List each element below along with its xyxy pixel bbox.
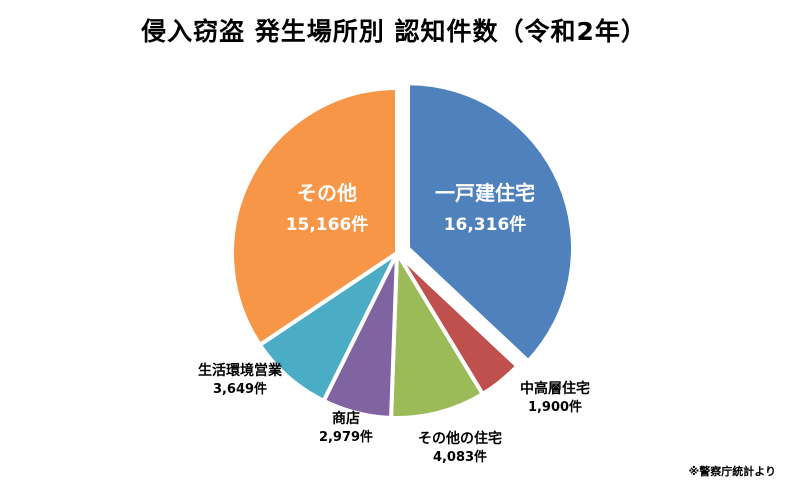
slice-4-value-label: 2,979件	[319, 429, 373, 445]
slice-6-value-label: 15,166件	[286, 214, 369, 235]
slice-4-label: 商店	[332, 410, 360, 427]
slice-3-label: その他の住宅	[418, 430, 502, 447]
slice-1-label: 一戸建住宅	[435, 181, 535, 205]
slice-5-label: 生活環境営業	[198, 362, 283, 379]
pie-slice-1	[406, 81, 575, 364]
slice-5-value-label: 3,649件	[213, 381, 267, 397]
source-note: ※警察庁統計より	[688, 465, 776, 478]
slice-1-value-label: 16,316件	[444, 214, 527, 235]
slice-2-value-label: 1,900件	[528, 399, 582, 415]
slice-2-label: 中高層住宅	[520, 380, 590, 397]
slice-3-value-label: 4,083件	[433, 449, 487, 465]
pie-slice-6	[230, 86, 399, 347]
slice-6-label: その他	[297, 181, 357, 205]
chart-title: 侵入窃盗 発生場所別 認知件数（令和2年）	[141, 17, 647, 46]
